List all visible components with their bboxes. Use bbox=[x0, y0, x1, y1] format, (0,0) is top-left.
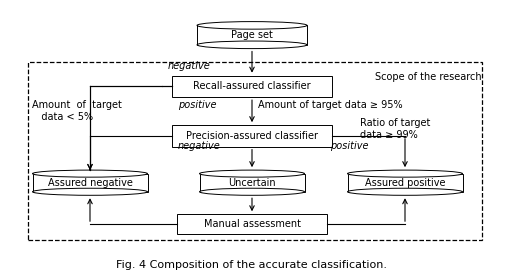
Ellipse shape bbox=[32, 188, 147, 195]
Bar bbox=[347, 174, 463, 192]
Text: Uncertain: Uncertain bbox=[228, 178, 276, 188]
Text: Scope of the research: Scope of the research bbox=[375, 72, 482, 82]
Text: Amount of target data ≥ 95%: Amount of target data ≥ 95% bbox=[258, 100, 402, 110]
Bar bbox=[32, 174, 147, 192]
Bar bbox=[172, 76, 332, 97]
Ellipse shape bbox=[347, 188, 463, 195]
Text: Page set: Page set bbox=[231, 30, 273, 40]
Bar bbox=[199, 174, 305, 192]
Ellipse shape bbox=[199, 170, 305, 177]
Text: Manual assessment: Manual assessment bbox=[204, 219, 300, 229]
Text: negative: negative bbox=[168, 61, 211, 71]
Text: Assured positive: Assured positive bbox=[365, 178, 445, 188]
Ellipse shape bbox=[199, 188, 305, 195]
Ellipse shape bbox=[197, 41, 307, 49]
Bar bbox=[28, 62, 482, 240]
Text: positive: positive bbox=[330, 141, 369, 151]
Text: positive: positive bbox=[178, 100, 217, 110]
Ellipse shape bbox=[197, 22, 307, 29]
Text: Assured negative: Assured negative bbox=[47, 178, 132, 188]
Text: Recall-assured classifier: Recall-assured classifier bbox=[193, 81, 311, 91]
Text: Ratio of target
data ≥ 99%: Ratio of target data ≥ 99% bbox=[360, 118, 430, 140]
Bar bbox=[197, 25, 307, 45]
Text: Precision-assured classifier: Precision-assured classifier bbox=[186, 131, 318, 141]
Bar bbox=[177, 214, 327, 234]
Ellipse shape bbox=[32, 170, 147, 177]
Ellipse shape bbox=[347, 170, 463, 177]
Text: negative: negative bbox=[178, 141, 221, 151]
Text: Amount  of  target
   data < 5%: Amount of target data < 5% bbox=[32, 100, 122, 121]
Text: Fig. 4 Composition of the accurate classification.: Fig. 4 Composition of the accurate class… bbox=[117, 260, 387, 270]
Bar bbox=[172, 125, 332, 147]
